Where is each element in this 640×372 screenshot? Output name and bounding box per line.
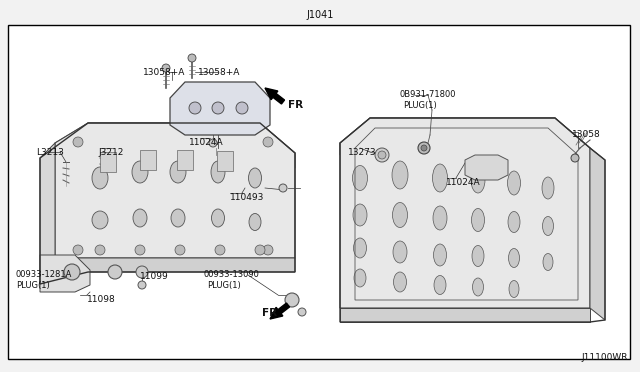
FancyArrow shape xyxy=(265,88,285,104)
Polygon shape xyxy=(55,123,295,258)
Polygon shape xyxy=(590,148,605,320)
Polygon shape xyxy=(465,155,508,180)
Circle shape xyxy=(255,245,265,255)
Ellipse shape xyxy=(433,164,447,192)
Ellipse shape xyxy=(471,167,485,193)
Circle shape xyxy=(162,64,170,72)
Ellipse shape xyxy=(543,253,553,270)
Bar xyxy=(177,150,193,170)
Text: 11099: 11099 xyxy=(140,272,169,281)
Text: 00933-1281A: 00933-1281A xyxy=(16,270,72,279)
Circle shape xyxy=(138,281,146,289)
Polygon shape xyxy=(340,308,590,322)
Polygon shape xyxy=(40,143,55,270)
Circle shape xyxy=(95,245,105,255)
Circle shape xyxy=(375,148,389,162)
Circle shape xyxy=(279,184,287,192)
Bar xyxy=(140,150,156,170)
Ellipse shape xyxy=(394,272,406,292)
Ellipse shape xyxy=(508,212,520,232)
Ellipse shape xyxy=(248,168,262,188)
Text: PLUG(1): PLUG(1) xyxy=(207,281,241,290)
Text: PLUG(1): PLUG(1) xyxy=(16,281,50,290)
Circle shape xyxy=(285,293,299,307)
Circle shape xyxy=(108,265,122,279)
Bar xyxy=(217,151,233,171)
Ellipse shape xyxy=(434,276,446,295)
Circle shape xyxy=(135,245,145,255)
Text: J3212: J3212 xyxy=(98,148,124,157)
Bar xyxy=(8,25,630,359)
Ellipse shape xyxy=(171,209,185,227)
Ellipse shape xyxy=(392,202,408,228)
Polygon shape xyxy=(340,118,590,163)
Text: 00933-13090: 00933-13090 xyxy=(203,270,259,279)
Ellipse shape xyxy=(353,204,367,226)
Ellipse shape xyxy=(542,177,554,199)
Ellipse shape xyxy=(170,161,186,183)
Ellipse shape xyxy=(92,167,108,189)
Text: 11024A: 11024A xyxy=(189,138,223,147)
Text: L3213: L3213 xyxy=(36,148,64,157)
Text: 11024A: 11024A xyxy=(446,178,481,187)
Ellipse shape xyxy=(393,241,407,263)
Ellipse shape xyxy=(353,238,367,258)
Circle shape xyxy=(215,245,225,255)
Ellipse shape xyxy=(92,211,108,229)
Ellipse shape xyxy=(211,161,225,183)
Ellipse shape xyxy=(211,209,225,227)
Circle shape xyxy=(421,145,427,151)
Text: J11100WR: J11100WR xyxy=(582,353,628,362)
Polygon shape xyxy=(340,118,590,308)
Text: J1041: J1041 xyxy=(307,10,333,20)
Bar xyxy=(100,152,116,172)
Circle shape xyxy=(64,264,80,280)
Circle shape xyxy=(73,137,83,147)
FancyArrow shape xyxy=(270,303,289,319)
Ellipse shape xyxy=(472,246,484,266)
Text: 110493: 110493 xyxy=(230,193,264,202)
Circle shape xyxy=(418,142,430,154)
Polygon shape xyxy=(170,82,270,135)
Ellipse shape xyxy=(354,269,366,287)
Text: PLUG(1): PLUG(1) xyxy=(403,101,436,110)
Circle shape xyxy=(175,245,185,255)
Circle shape xyxy=(136,266,148,278)
Circle shape xyxy=(263,137,273,147)
Ellipse shape xyxy=(133,209,147,227)
Text: 13058+A: 13058+A xyxy=(143,68,186,77)
Polygon shape xyxy=(40,255,90,292)
Ellipse shape xyxy=(392,161,408,189)
Circle shape xyxy=(571,154,579,162)
Ellipse shape xyxy=(472,208,484,231)
Ellipse shape xyxy=(509,280,519,298)
Text: FR: FR xyxy=(288,100,303,110)
Text: 13058: 13058 xyxy=(572,130,601,139)
Circle shape xyxy=(188,54,196,62)
Circle shape xyxy=(209,139,217,147)
Ellipse shape xyxy=(433,244,447,266)
Circle shape xyxy=(263,245,273,255)
Polygon shape xyxy=(40,258,295,284)
Circle shape xyxy=(298,308,306,316)
Circle shape xyxy=(189,102,201,114)
Ellipse shape xyxy=(433,206,447,230)
Ellipse shape xyxy=(543,217,554,235)
Text: 11098: 11098 xyxy=(87,295,116,304)
Polygon shape xyxy=(55,123,295,168)
Circle shape xyxy=(378,151,386,159)
Circle shape xyxy=(73,245,83,255)
Text: 0B931-71800: 0B931-71800 xyxy=(400,90,456,99)
Text: FR: FR xyxy=(262,308,277,318)
Ellipse shape xyxy=(508,171,520,195)
Ellipse shape xyxy=(353,166,367,190)
Circle shape xyxy=(212,102,224,114)
Circle shape xyxy=(236,102,248,114)
Ellipse shape xyxy=(472,278,483,296)
Text: 13058+A: 13058+A xyxy=(198,68,241,77)
Ellipse shape xyxy=(249,214,261,231)
Ellipse shape xyxy=(509,248,520,267)
Ellipse shape xyxy=(132,161,148,183)
Text: 13273: 13273 xyxy=(348,148,376,157)
